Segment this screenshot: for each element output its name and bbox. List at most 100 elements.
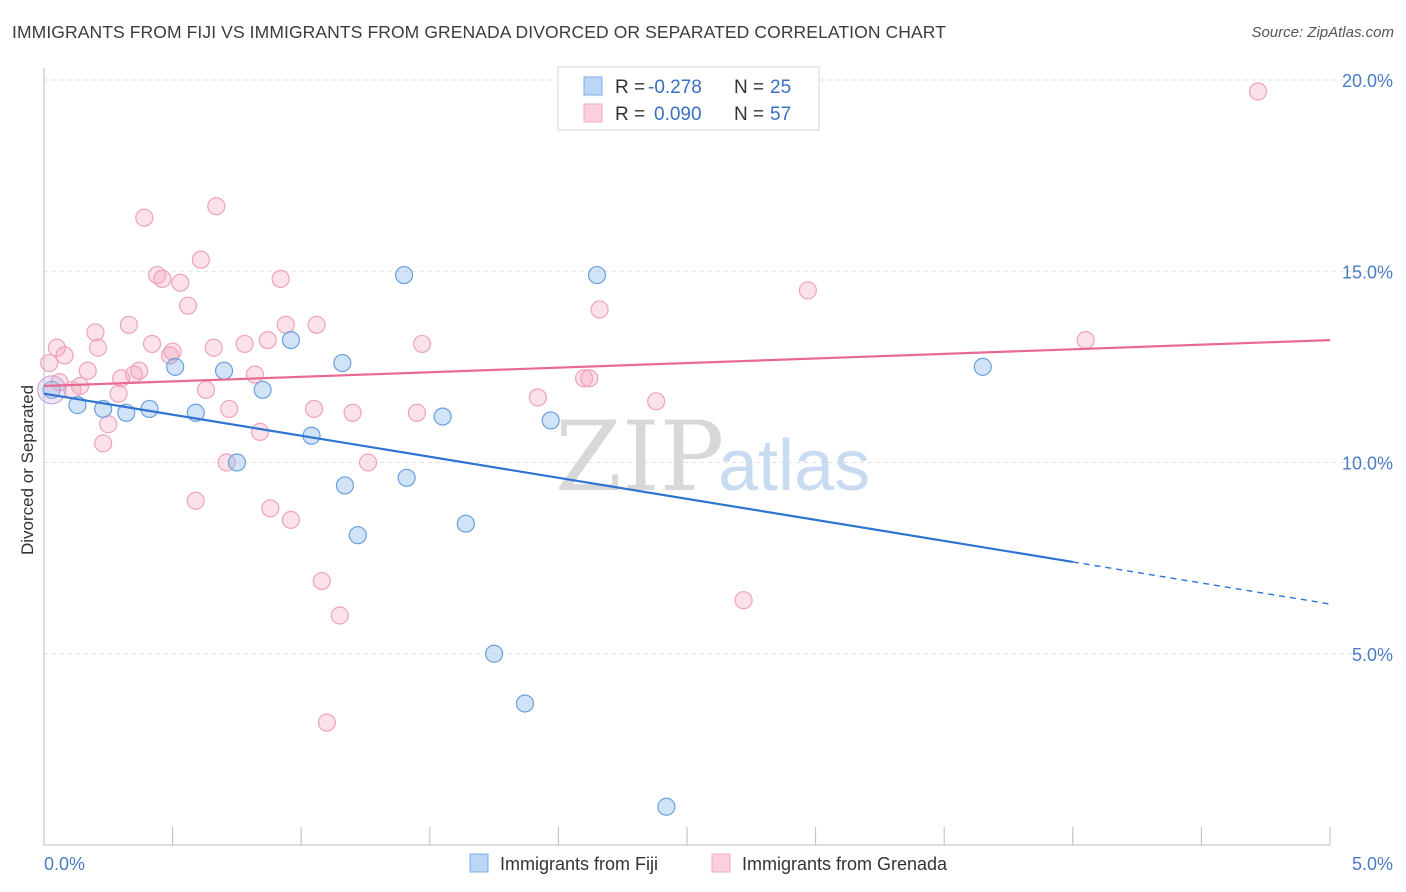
grid-lines: [44, 79, 1395, 655]
fiji-point: [433, 407, 452, 426]
y-tick-label: 15.0%: [1342, 262, 1393, 282]
grenada-point: [590, 300, 609, 319]
grenada-point: [99, 415, 118, 434]
grenada-point: [412, 334, 432, 354]
grenada-point: [119, 315, 138, 334]
y-tick-label: 10.0%: [1342, 454, 1393, 474]
grenada-point: [312, 571, 331, 591]
grenada-point: [217, 453, 236, 472]
grenada-point: [258, 331, 277, 350]
grenada-point: [130, 361, 149, 380]
fiji-point: [227, 453, 246, 472]
fiji-point: [485, 644, 504, 663]
grenada-point: [528, 388, 547, 407]
fiji-point: [515, 694, 535, 713]
grenada-point: [186, 491, 205, 510]
fiji-point: [394, 265, 414, 285]
x-tick-label: 0.0%: [44, 854, 85, 874]
fiji-point: [348, 526, 367, 545]
grenada-point: [250, 422, 270, 441]
grenada-point: [94, 434, 113, 453]
fiji-trend-line-extension: [1072, 561, 1331, 605]
fiji-point: [973, 357, 992, 376]
x-ticks: [43, 827, 1331, 845]
x-tick-label: 5.0%: [1352, 854, 1393, 874]
legend-n-label-grenada: N =: [734, 104, 764, 125]
legend-n-value-fiji: 25: [770, 77, 791, 98]
fiji-point: [397, 468, 416, 487]
legend-n-label-fiji: N =: [734, 77, 764, 98]
bottom-legend-label-fiji: Immigrants from Fiji: [500, 854, 658, 874]
grenada-point: [261, 499, 280, 518]
legend-r-label-grenada: R =: [615, 104, 645, 125]
legend-swatch-fiji: [583, 76, 603, 96]
grenada-point: [575, 369, 594, 388]
grenada-point: [220, 399, 239, 419]
grenada-point: [281, 510, 301, 529]
legend-r-label-fiji: R =: [615, 77, 645, 98]
chart-title: IMMIGRANTS FROM FIJI VS IMMIGRANTS FROM …: [12, 22, 946, 42]
fiji-point: [335, 476, 355, 495]
grenada-point: [78, 361, 97, 380]
grenada-point: [178, 296, 198, 315]
chart-source: Source: ZipAtlas.com: [1251, 24, 1394, 41]
grenada-point: [798, 281, 817, 300]
legend-swatch-grenada: [583, 103, 603, 123]
grenada-point: [407, 403, 427, 422]
grenada-point: [304, 399, 324, 419]
fiji-point: [541, 411, 560, 430]
fiji-point: [166, 357, 185, 376]
bottom-legend-label-grenada: Immigrants from Grenada: [742, 854, 948, 874]
grenada-point: [204, 338, 223, 357]
grenada-point: [580, 369, 599, 388]
fiji-point: [214, 361, 234, 380]
bottom-legend-swatch-fiji: [469, 853, 489, 873]
fiji-point: [587, 265, 607, 285]
y-axis-title: Divorced or Separated: [18, 385, 37, 555]
grenada-point: [86, 323, 105, 342]
grenada-point: [153, 269, 172, 288]
grenada-point: [1248, 82, 1268, 101]
y-tick-labels: 5.0% 10.0% 15.0% 20.0%: [1342, 71, 1393, 665]
fiji-point: [456, 514, 475, 533]
grenada-point: [235, 334, 254, 354]
grenada-point: [330, 606, 349, 625]
grenada-point: [647, 392, 666, 411]
grenada-point: [142, 334, 162, 354]
grenada-point: [734, 591, 753, 610]
bottom-legend-swatch-grenada: [711, 853, 731, 873]
fiji-point: [253, 380, 272, 399]
bottom-legend: Immigrants from Fiji Immigrants from Gre…: [469, 853, 948, 874]
grenada-point: [163, 342, 182, 361]
fiji-point: [281, 331, 301, 350]
grenada-point: [307, 315, 326, 334]
legend: R = -0.278 N = 25 R = 0.090 N = 57: [557, 66, 820, 131]
grenada-point: [358, 453, 378, 472]
grenada-trend-line: [43, 339, 1331, 388]
fiji-point: [333, 353, 352, 373]
grenada-point: [271, 269, 290, 288]
series-grenada-points: [40, 82, 1268, 732]
grenada-point: [135, 208, 154, 227]
legend-r-value-grenada: 0.090: [654, 104, 702, 125]
fiji-point: [657, 797, 676, 816]
series-fiji-points: [37, 265, 992, 816]
y-tick-label: 20.0%: [1342, 71, 1393, 91]
watermark-atlas: atlas: [718, 426, 870, 506]
grenada-point: [191, 250, 210, 269]
overlap-point: [37, 375, 67, 405]
x-tick-labels: 0.0% 5.0%: [44, 854, 1393, 874]
watermark: ZIP atlas: [555, 401, 870, 513]
grenada-point: [317, 713, 337, 732]
grenada-point: [196, 380, 216, 399]
grenada-point: [207, 197, 226, 216]
legend-n-value-grenada: 57: [770, 104, 791, 125]
grenada-point: [171, 273, 190, 292]
grenada-point: [109, 384, 128, 403]
grenada-point: [47, 338, 66, 357]
legend-r-value-fiji: -0.278: [648, 77, 702, 98]
grenada-point: [1076, 331, 1095, 350]
y-tick-label: 5.0%: [1352, 645, 1393, 665]
fiji-trend-line: [43, 392, 1073, 564]
